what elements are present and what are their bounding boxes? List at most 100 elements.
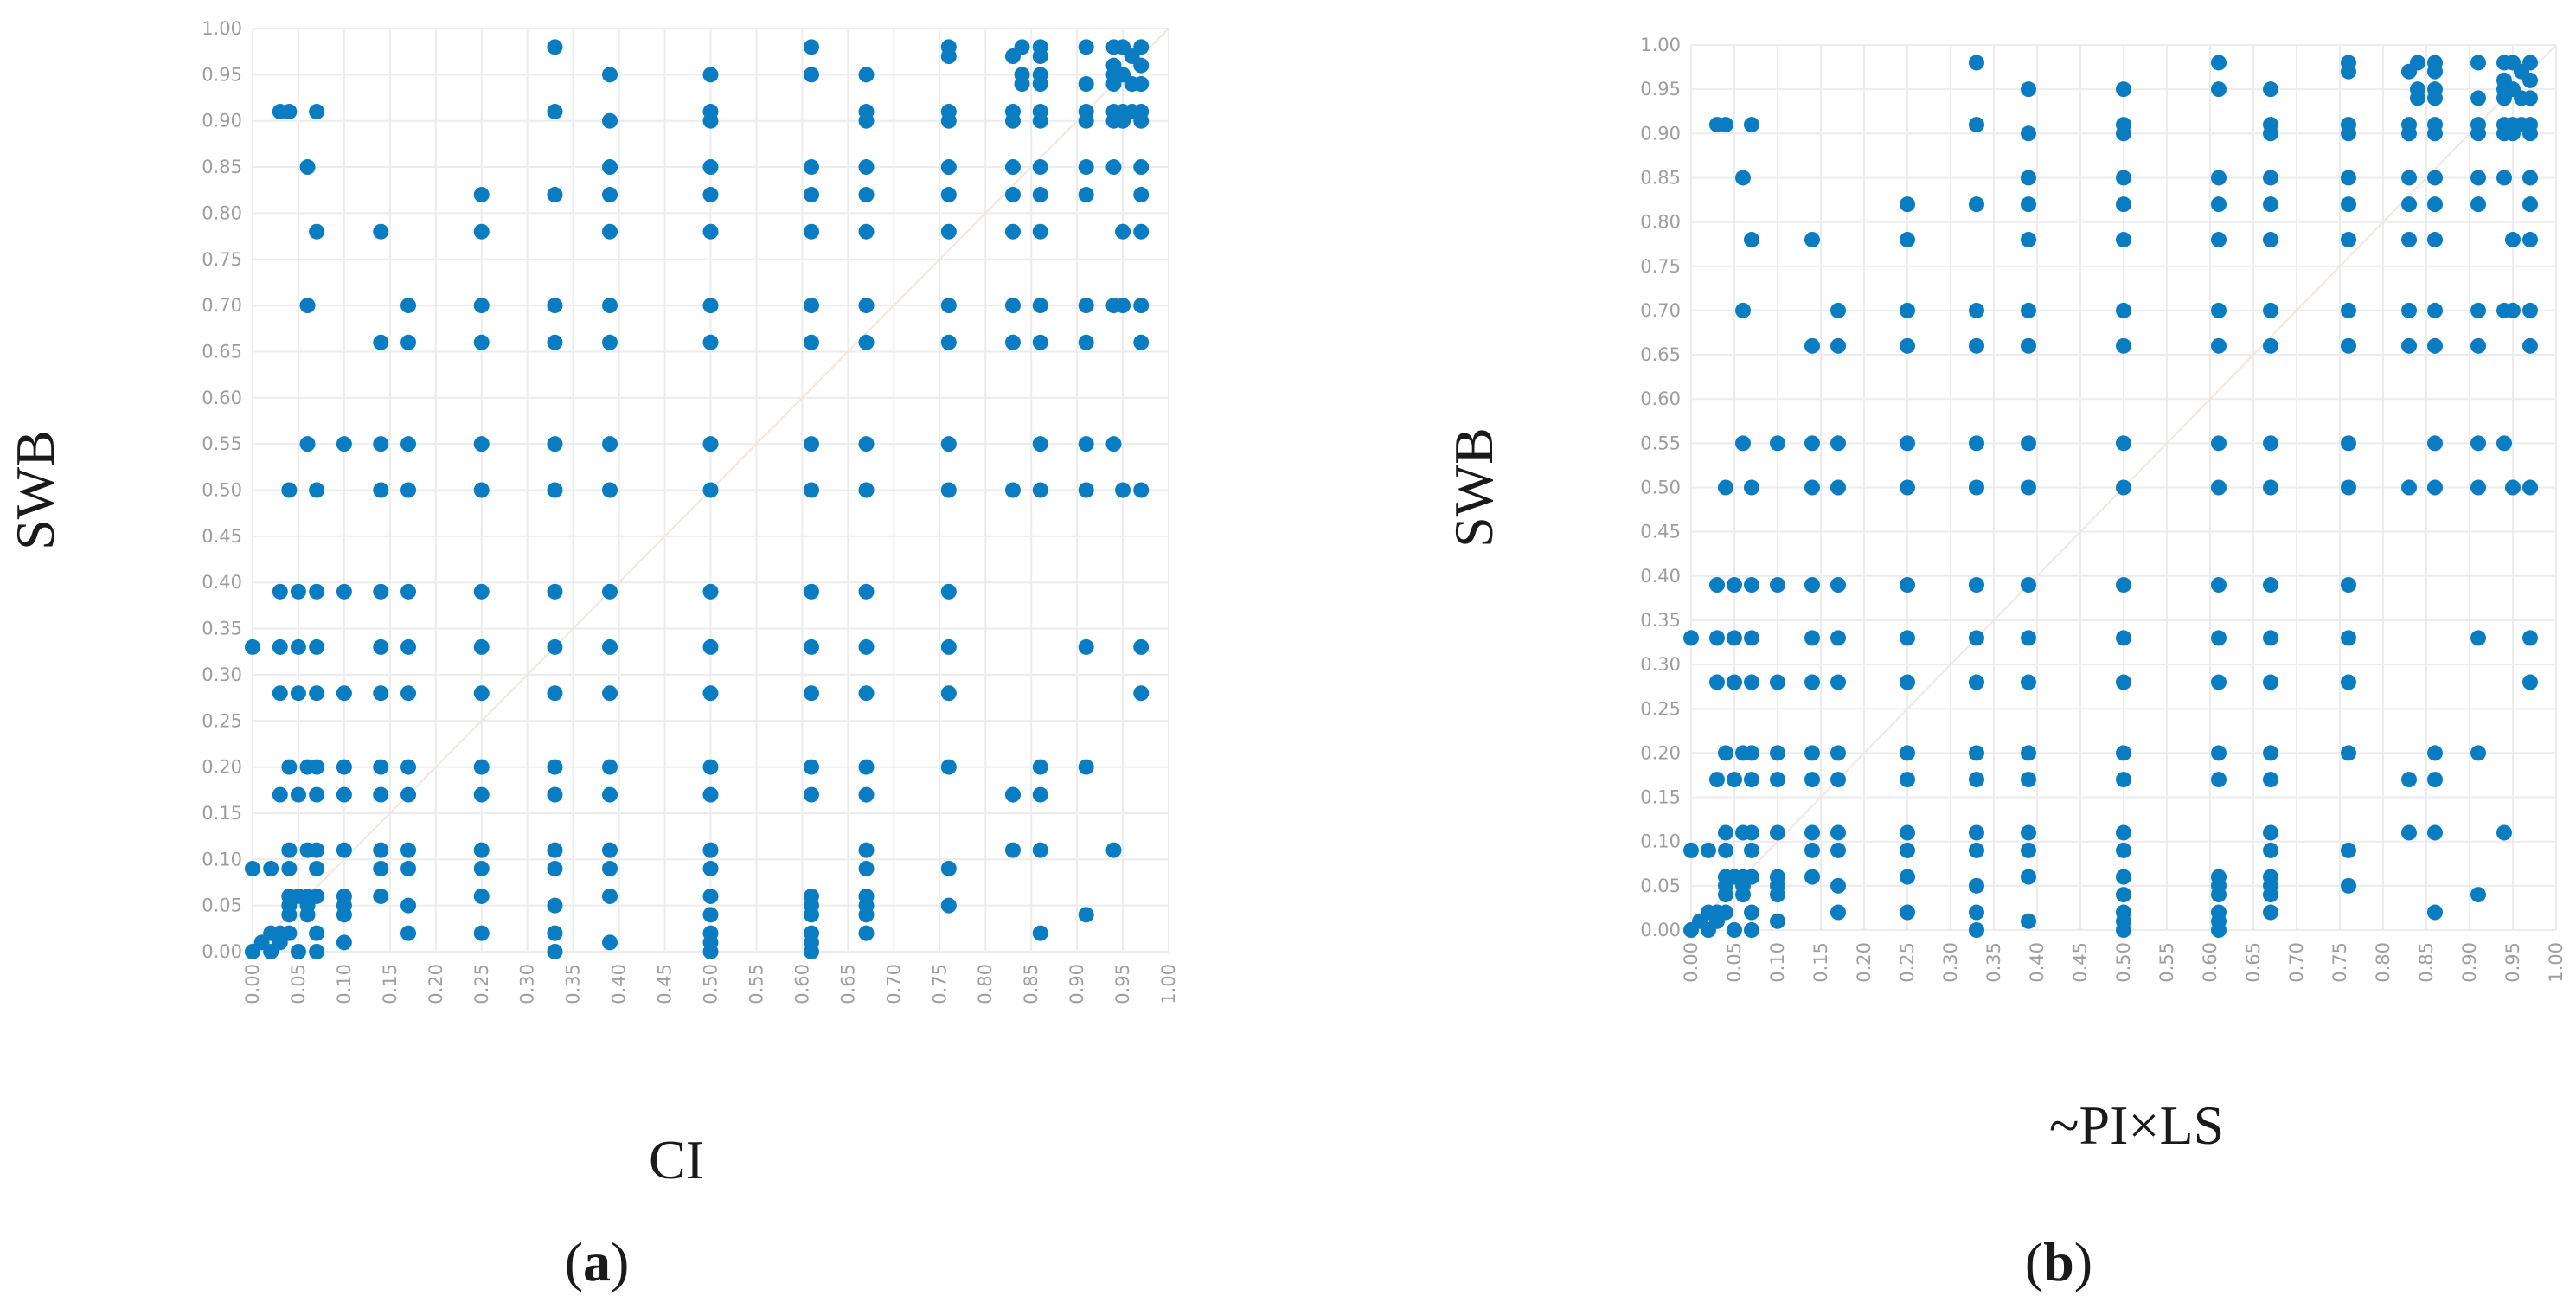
data-point (281, 925, 298, 941)
data-point (373, 583, 389, 600)
x-tick-label: 0.60 (2200, 942, 2220, 983)
data-point (2263, 337, 2278, 354)
data-point (1969, 674, 1984, 690)
data-point (547, 842, 563, 858)
data-point (1727, 674, 1742, 690)
data-point (803, 482, 819, 498)
data-point (1744, 479, 1759, 496)
data-point (336, 759, 352, 775)
data-point (1804, 745, 1820, 761)
data-point (290, 944, 306, 959)
panel-label-open: ( (565, 1231, 583, 1293)
data-point (373, 223, 389, 240)
x-tick-label: 1.00 (1158, 964, 1179, 1004)
data-point (602, 860, 618, 876)
data-point (602, 583, 618, 600)
data-point (1969, 922, 1984, 938)
data-point (2116, 125, 2131, 142)
data-points (1683, 55, 2538, 938)
data-point (309, 583, 325, 600)
data-point (2470, 125, 2486, 142)
data-point (1115, 223, 1131, 240)
data-point (1078, 482, 1094, 498)
data-point (1701, 842, 1716, 858)
data-point (940, 48, 957, 65)
x-tick-label: 0.70 (2286, 942, 2307, 983)
data-point (473, 334, 490, 350)
data-point (2116, 842, 2131, 858)
data-point (1032, 842, 1048, 858)
data-point (1900, 435, 1915, 452)
data-point (1032, 76, 1048, 93)
data-point (858, 187, 875, 203)
data-point (547, 759, 563, 775)
data-point (473, 759, 490, 775)
data-point (803, 334, 819, 350)
data-point (1744, 904, 1759, 921)
data-point (1718, 117, 1733, 133)
data-point (2341, 745, 2356, 761)
data-point (2021, 842, 2036, 858)
data-point (547, 334, 563, 350)
data-point (2211, 772, 2227, 788)
data-point (1133, 685, 1150, 702)
data-point (2496, 170, 2512, 186)
data-point (702, 298, 719, 314)
x-tick-label: 0.05 (288, 964, 309, 1004)
data-point (2021, 232, 2036, 248)
y-axis-label: SWB (1443, 427, 1504, 548)
data-point (2401, 196, 2417, 213)
data-point (1735, 887, 1751, 903)
x-tick-label: 0.10 (1767, 942, 1788, 983)
data-point (2522, 232, 2538, 248)
data-point (602, 334, 618, 350)
y-tick-label: 0.30 (1640, 654, 1681, 675)
x-tick-label: 0.10 (334, 964, 355, 1004)
data-point (1804, 869, 1820, 885)
data-point (2470, 337, 2486, 354)
y-tick-label: 0.75 (202, 249, 242, 270)
data-point (2341, 337, 2356, 354)
x-tick-label: 0.75 (2329, 942, 2350, 983)
data-point (290, 638, 306, 655)
data-point (2263, 479, 2278, 496)
x-tick-label: 0.20 (1854, 942, 1874, 983)
data-point (309, 860, 325, 876)
data-point (547, 482, 563, 498)
data-point (1709, 772, 1725, 788)
data-point (2522, 90, 2538, 106)
data-point (602, 67, 618, 83)
y-tick-label: 0.20 (1640, 742, 1681, 763)
x-tick-label: 0.05 (1724, 942, 1745, 983)
y-tick-label: 0.25 (1640, 698, 1681, 719)
data-point (1969, 435, 1984, 452)
data-point (2522, 630, 2538, 646)
data-point (2116, 337, 2131, 354)
x-tick-label: 0.00 (242, 964, 263, 1004)
data-point (1900, 196, 1915, 213)
data-point (473, 860, 490, 876)
data-point (473, 436, 490, 452)
data-point (2341, 302, 2356, 318)
data-point (281, 842, 298, 858)
y-tick-label: 0.35 (202, 619, 242, 639)
data-point (547, 944, 563, 959)
data-point (309, 944, 325, 959)
data-point (702, 159, 719, 176)
data-point (1969, 55, 1984, 71)
data-point (2522, 302, 2538, 318)
data-point (602, 842, 618, 858)
data-point (1744, 117, 1759, 133)
data-point (2496, 824, 2512, 841)
data-point (299, 159, 316, 176)
data-point (1032, 786, 1048, 803)
data-point (1078, 759, 1094, 775)
data-point (702, 436, 719, 452)
data-point (2341, 125, 2356, 142)
data-point (1032, 112, 1048, 129)
data-point (803, 638, 819, 655)
data-point (858, 842, 875, 858)
data-point (2427, 196, 2443, 213)
data-point (1133, 334, 1150, 350)
data-point (1709, 630, 1725, 646)
